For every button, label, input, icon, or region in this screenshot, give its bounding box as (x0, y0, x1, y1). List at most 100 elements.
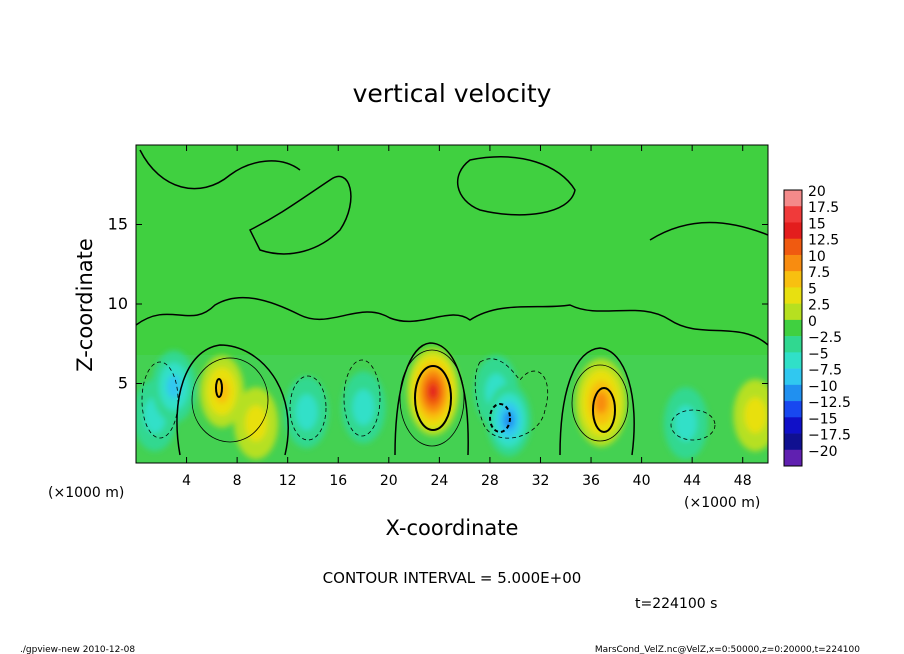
colorbar-swatch (784, 417, 802, 434)
x-tick-label: 16 (329, 473, 347, 489)
velocity-cell-3 (234, 387, 279, 460)
x-tick-label: 44 (683, 473, 701, 489)
colorbar-swatch (784, 368, 802, 386)
colorbar-swatch (784, 271, 802, 288)
colorbar-label: 12.5 (808, 233, 839, 249)
colorbar-frame (783, 189, 803, 467)
velocity-cell-8 (486, 384, 531, 457)
x-tick-label: 4 (182, 473, 191, 489)
y-axis-label: Z-coordinate (73, 238, 97, 372)
x-tick-label: 36 (582, 473, 600, 489)
contour-10-lobe-3 (592, 387, 616, 433)
colorbar-swatch (784, 449, 802, 467)
contour-neg5-5 (670, 409, 716, 441)
colorbar-swatch (784, 401, 802, 418)
contour-lines (136, 149, 768, 456)
colorbar-swatch (784, 352, 802, 369)
velocity-cell-8-level-3 (503, 411, 515, 430)
colorbar-swatch (784, 384, 802, 402)
x-tick-label: 8 (233, 473, 242, 489)
colorbar-swatch (784, 303, 802, 321)
contour-5-lobe-2 (399, 349, 465, 447)
x-tick-label: 12 (279, 473, 297, 489)
x-tick-label: 28 (481, 473, 499, 489)
velocity-cell-5-level-1 (352, 389, 375, 426)
velocity-cell-4-level-1 (295, 394, 318, 431)
colorbar-label: 20 (808, 184, 826, 200)
time-label: t=224100 s (635, 596, 717, 612)
contour-zero-lobe-2 (394, 342, 469, 456)
colorbar-label: −5 (808, 346, 829, 362)
colorbar-label: −12.5 (808, 395, 851, 411)
colorbar-label: 15 (808, 216, 826, 232)
velocity-cell-11 (733, 379, 768, 452)
chart-title: vertical velocity (353, 79, 552, 108)
velocity-cell-10-level-1 (674, 405, 697, 442)
contour-zero-lobe-1 (176, 344, 289, 456)
colorbar-label: 17.5 (808, 200, 839, 216)
colorbar-swatch (784, 206, 802, 223)
colorbar-swatch (784, 433, 802, 451)
contour-neg10 (489, 403, 511, 433)
y-tick-label: 10 (108, 294, 128, 313)
x-tick-label: 20 (380, 473, 398, 489)
colorbar-label: −2.5 (808, 330, 842, 346)
colorbar: 2017.51512.5107.552.50−2.5−5−7.5−10−12.5… (783, 184, 851, 467)
footer-left: ./gpview-new 2010-12-08 (20, 645, 135, 654)
contour-zero-top-left (139, 149, 301, 190)
contour-zero-lobe-3 (559, 347, 635, 456)
x-axis-label: X-coordinate (386, 516, 519, 540)
colorbar-label: 10 (808, 249, 826, 265)
velocity-cell-11-level-1 (744, 397, 767, 434)
colorbar-label: 5 (808, 281, 817, 297)
colorbar-label: 0 (808, 314, 817, 330)
contour-neg5-3 (343, 359, 381, 437)
contour-zero-region (248, 175, 352, 255)
colorbar-label: −20 (808, 444, 838, 460)
colorbar-swatch (784, 238, 802, 256)
contour-10-lobe-1 (215, 378, 223, 398)
contour-neg5-4 (474, 358, 549, 439)
velocity-cell-1 (151, 350, 196, 423)
footer-right: MarsCond_VelZ.nc@VelZ,x=0:50000,z=0:2000… (595, 645, 860, 654)
plot-area (136, 145, 768, 463)
contour-10-lobe-2 (414, 365, 452, 431)
x-tick-label: 24 (430, 473, 448, 489)
colorbar-label: 7.5 (808, 265, 830, 281)
y-axis-ticks: 5 10 15 (108, 215, 768, 393)
contour-zero-right (456, 156, 576, 216)
colorbar-swatch (784, 319, 802, 337)
x-tick-label: 48 (734, 473, 752, 489)
x-axis-ticks: 4 8 12 16 20 24 28 32 36 40 44 48 (182, 145, 752, 489)
x-tick-label: 40 (633, 473, 651, 489)
x-tick-label: 32 (532, 473, 550, 489)
velocity-cell-4 (284, 376, 329, 449)
velocity-cell-6-level-5 (428, 384, 438, 399)
velocity-cell-9-level-3 (594, 391, 608, 414)
y-tick-label: 5 (118, 374, 128, 393)
y-tick-label: 15 (108, 215, 128, 234)
colorbar-swatch (784, 287, 802, 304)
contour-zero-upper (136, 296, 768, 346)
colorbar-swatch (784, 336, 802, 353)
x-unit-label: (×1000 m) (48, 485, 124, 501)
velocity-cell-1-level-2 (166, 374, 182, 399)
colorbar-swatch (784, 222, 802, 240)
velocity-cell-6 (407, 347, 460, 436)
contour-zero-far-right (649, 221, 768, 241)
velocity-cell-10 (663, 387, 708, 460)
colorbar-swatch (784, 254, 802, 272)
velocity-cell-5 (341, 371, 386, 444)
colorbar-label: −7.5 (808, 363, 842, 379)
contour-5-lobe-3 (571, 364, 629, 442)
velocity-cell-3-level-1 (245, 405, 268, 442)
contour-neg5-1 (141, 361, 179, 439)
contour-5-lobe-1 (191, 357, 269, 443)
colorbar-label: 2.5 (808, 298, 830, 314)
colorbar-label: −15 (808, 411, 838, 427)
colorbar-label: −17.5 (808, 428, 851, 444)
velocity-cell-9 (575, 358, 628, 447)
contour-interval-label: CONTOUR INTERVAL = 5.000E+00 (323, 569, 582, 587)
colorbar-swatch (784, 190, 802, 207)
